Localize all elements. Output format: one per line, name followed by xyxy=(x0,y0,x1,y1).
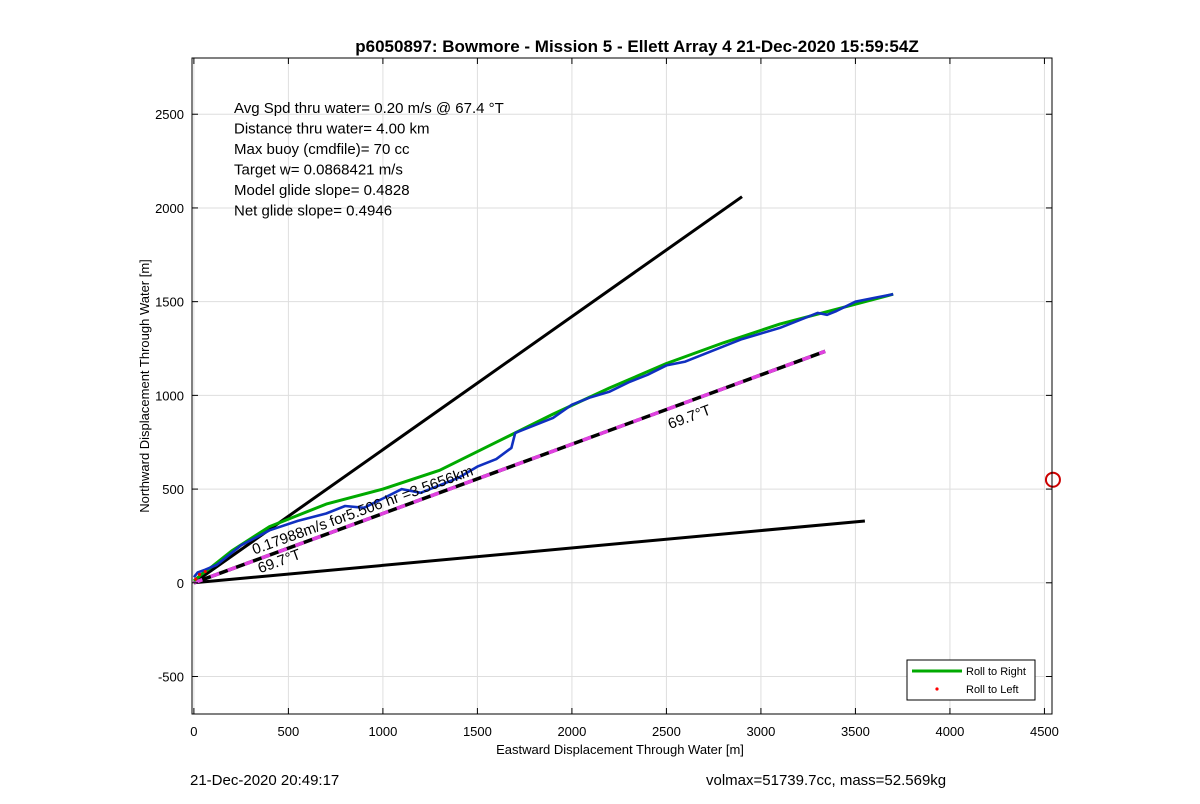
roll-left-point xyxy=(197,572,202,576)
x-tick-label: 4500 xyxy=(1030,724,1059,739)
mean-heading-line-dashes xyxy=(193,349,826,585)
info-line: Distance thru water= 4.00 km xyxy=(234,121,430,138)
x-axis-label: Eastward Displacement Through Water [m] xyxy=(496,742,744,757)
info-line: Avg Spd thru water= 0.20 m/s @ 67.4 °T xyxy=(234,100,504,117)
legend-entry: Roll to Right xyxy=(966,666,1026,678)
x-tick-label: 4000 xyxy=(935,724,964,739)
axes-box xyxy=(191,57,1053,715)
legend-roll-left-swatch xyxy=(935,687,939,691)
y-axis-label: Northward Displacement Through Water [m] xyxy=(137,259,152,513)
y-tick-label: -500 xyxy=(158,670,184,685)
x-tick-label: 1000 xyxy=(368,724,397,739)
info-line: Max buoy (cmdfile)= 70 cc xyxy=(234,141,410,158)
x-tick-label: 3500 xyxy=(841,724,870,739)
y-tick-label: 1500 xyxy=(155,295,184,310)
footer-volmax-mass: volmax=51739.7cc, mass=52.569kg xyxy=(706,772,947,789)
x-tick-label: 2000 xyxy=(557,724,586,739)
heading-limit-line xyxy=(193,195,743,585)
y-tick-label: 1000 xyxy=(155,388,184,403)
x-tick-label: 500 xyxy=(278,724,300,739)
x-tick-label: 2500 xyxy=(652,724,681,739)
roll-left-point xyxy=(194,577,198,581)
y-tick-label: 2500 xyxy=(155,107,184,122)
position-marker xyxy=(1044,471,1061,488)
footer-timestamp: 21-Dec-2020 20:49:17 xyxy=(190,772,340,789)
info-line: Model glide slope= 0.4828 xyxy=(234,182,410,199)
plot-lines xyxy=(192,195,1061,585)
axes xyxy=(191,57,1053,715)
track-series-1 xyxy=(192,292,894,583)
legend-box xyxy=(906,659,1036,701)
heading-limit-line xyxy=(193,519,866,585)
roll-left-point xyxy=(203,569,207,574)
legend-entry: Roll to Left xyxy=(966,684,1019,696)
info-line: Target w= 0.0868421 m/s xyxy=(234,162,403,179)
x-tick-label: 1500 xyxy=(463,724,492,739)
chart-title: p6050897: Bowmore - Mission 5 - Ellett A… xyxy=(355,37,918,56)
y-tick-label: 500 xyxy=(162,482,184,497)
track-series-2 xyxy=(192,292,894,579)
x-tick-label: 3000 xyxy=(746,724,775,739)
y-tick-label: 2000 xyxy=(155,201,184,216)
y-tick-label: 0 xyxy=(177,576,184,591)
x-tick-label: 0 xyxy=(190,724,197,739)
info-line: Net glide slope= 0.4946 xyxy=(234,203,392,220)
